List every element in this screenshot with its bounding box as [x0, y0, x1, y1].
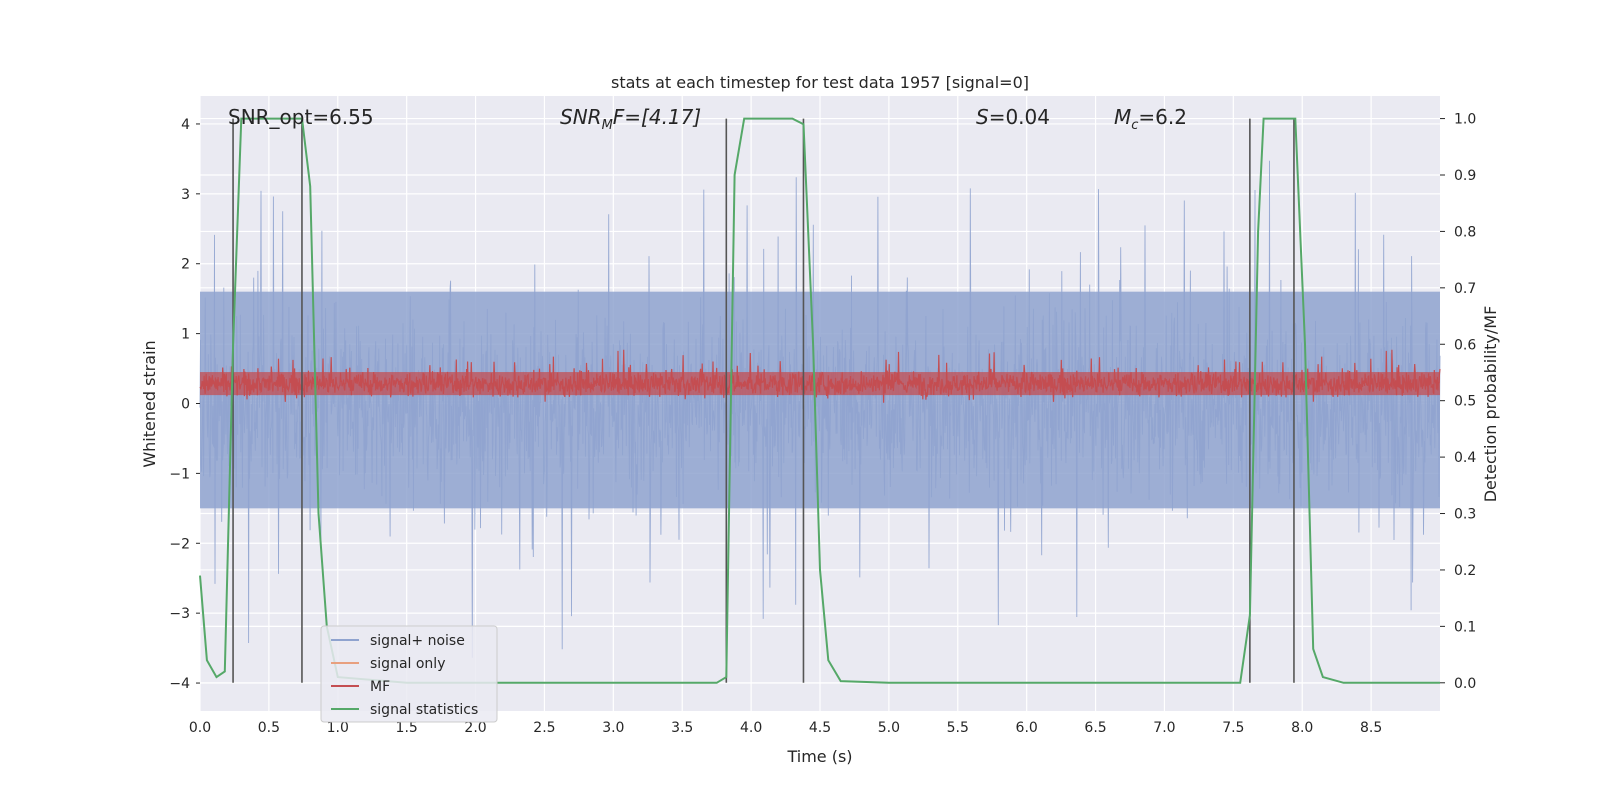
x-tick-label: 1.0	[327, 720, 349, 736]
y-tick-label-right: 1.0	[1454, 112, 1476, 128]
legend-label-signal-statistics: signal statistics	[370, 702, 478, 718]
legend-box	[320, 625, 498, 723]
annotation-mc-sub: c	[1131, 118, 1138, 133]
y-tick-label-right: 0.8	[1454, 224, 1476, 240]
y-tick-label-right: 0.3	[1454, 507, 1476, 523]
annotation-snr-mf-sub: M	[602, 118, 613, 133]
annotation-s: S=0.04	[976, 105, 1050, 129]
data-layer	[199, 160, 1441, 658]
y-tick-label-left: 0	[181, 397, 190, 413]
x-tick-label: 0.0	[189, 720, 211, 736]
x-tick-label: 7.0	[1153, 720, 1175, 736]
y-tick-label-left: −4	[169, 676, 190, 692]
y-tick-label-right: 0.5	[1454, 394, 1476, 410]
x-tick-label: 8.5	[1360, 720, 1382, 736]
x-tick-label: 2.5	[533, 720, 555, 736]
x-tick-label: 8.0	[1291, 720, 1313, 736]
x-tick-label: 3.0	[602, 720, 624, 736]
annotation-snr-opt: SNR_opt=6.55	[228, 105, 374, 129]
x-tick-label: 2.0	[464, 720, 486, 736]
legend-label-mf: MF	[370, 679, 390, 695]
x-tick-label: 3.5	[671, 720, 693, 736]
x-tick-label: 4.0	[740, 720, 762, 736]
x-tick-label: 7.5	[1222, 720, 1244, 736]
y-tick-label-left: −1	[169, 466, 190, 482]
y-tick-label-right: 0.1	[1454, 619, 1476, 635]
x-tick-label: 6.5	[1084, 720, 1106, 736]
y-axis-label: Whitened strain	[140, 340, 159, 467]
y-tick-label-right: 0.4	[1454, 450, 1476, 466]
y-tick-label-left: −3	[169, 606, 190, 622]
x-axis-label: Time (s)	[786, 747, 852, 766]
y-tick-label-right: 0.9	[1454, 168, 1476, 184]
y-tick-label-left: 3	[181, 187, 190, 203]
annotation-mc-rest: =6.2	[1138, 105, 1187, 129]
annotation-mc: Mc=6.2	[1114, 105, 1187, 133]
x-tick-label: 6.0	[1016, 720, 1038, 736]
annotation-mc-main: M	[1114, 105, 1131, 129]
y-axis-label-right: Detection probability/MF	[1481, 306, 1500, 503]
x-tick-label: 5.5	[947, 720, 969, 736]
y-tick-label-left: −2	[169, 536, 190, 552]
tick-layer: 0.0 0.5 1.0 1.5 2.0 2.5 3.0 3.5 4.0 4.5 5.0 5.5 6.0 6…	[169, 112, 1476, 736]
chart-title: stats at each timestep for test data 195…	[611, 73, 1029, 92]
y-tick-label-left: 4	[181, 117, 190, 133]
signal-noise-band	[200, 291, 1440, 509]
signal-statistics-layer	[199, 117, 1440, 684]
y-tick-label-right: 0.2	[1454, 563, 1476, 579]
y-tick-label-right: 0.0	[1454, 676, 1476, 692]
annotation-snr-mf-rest: F=[4.17]	[613, 105, 701, 129]
legend-label-signal-only: signal only	[370, 656, 445, 672]
y-tick-label-left: 1	[181, 327, 190, 343]
legend-label-signal-noise: signal+ noise	[370, 633, 465, 649]
y-tick-label-left: 2	[181, 257, 190, 273]
x-tick-label: 1.5	[396, 720, 418, 736]
x-tick-label: 4.5	[809, 720, 831, 736]
annotation-snr-mf: SNRMF=[4.17]	[560, 105, 701, 133]
mf-band	[200, 372, 1440, 396]
annotation-s-main: S	[976, 105, 989, 129]
y-tick-label-right: 0.6	[1454, 337, 1476, 353]
x-tick-label: 5.0	[878, 720, 900, 736]
annotation-snr-mf-main: SNR	[560, 105, 602, 129]
annotation-s-rest: =0.04	[989, 105, 1050, 129]
x-tick-label: 0.5	[258, 720, 280, 736]
y-tick-label-right: 0.7	[1454, 281, 1476, 297]
legend: signal+ noise signal only MF signal stat…	[320, 625, 498, 723]
signal-statistics-line	[199, 117, 1440, 684]
